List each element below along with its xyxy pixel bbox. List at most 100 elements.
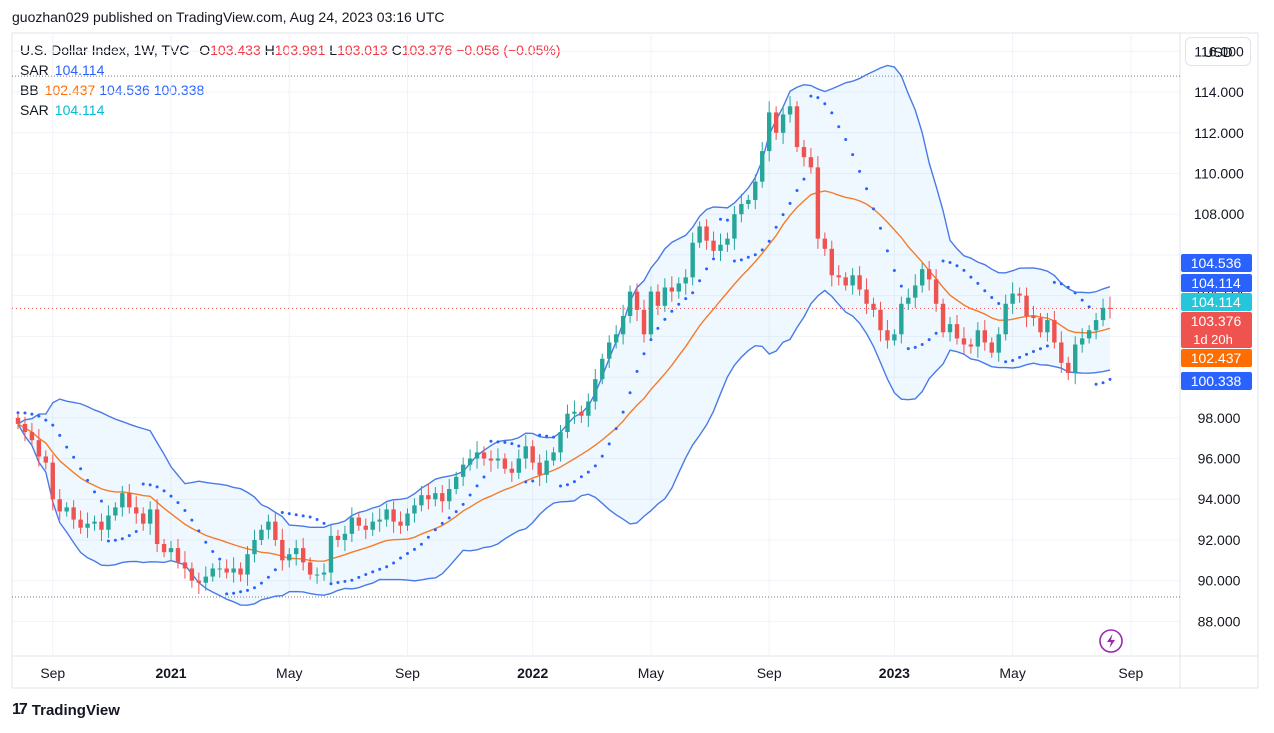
candle-body xyxy=(328,535,334,573)
change-value: −0.056 (−0.05%) xyxy=(456,42,561,58)
candle-body xyxy=(120,493,125,508)
candle-body xyxy=(189,568,195,581)
sar-dot xyxy=(579,475,583,479)
sar-dot xyxy=(621,410,625,414)
sar-dot xyxy=(489,439,493,443)
candle-body xyxy=(384,509,389,520)
candle-body xyxy=(78,519,83,528)
sar-dot xyxy=(1108,377,1112,381)
sar-dot xyxy=(1004,360,1008,364)
sar-dot xyxy=(246,588,250,592)
sar-dot xyxy=(913,345,917,349)
candle-body xyxy=(161,544,167,553)
candle-body xyxy=(1003,303,1008,335)
x-tick-label: May xyxy=(638,665,664,681)
sar-dot xyxy=(649,338,653,342)
sar-dot xyxy=(44,418,48,422)
candle-body xyxy=(168,548,174,553)
sar-dot xyxy=(795,188,799,192)
bb-upper-value: 104.536 xyxy=(99,82,150,98)
candle-body xyxy=(676,283,681,292)
candle-body xyxy=(857,275,862,290)
candle-body xyxy=(822,238,828,249)
candle-body xyxy=(224,568,229,573)
candle-body xyxy=(982,330,988,343)
candle-body xyxy=(634,291,640,310)
candle-body xyxy=(843,277,848,286)
candle-body xyxy=(300,548,306,563)
candle-body xyxy=(154,509,160,545)
candle-body xyxy=(15,417,21,424)
sar-dot xyxy=(204,540,208,544)
price-tag-text: 102.437 xyxy=(1191,350,1242,366)
parabolic-sar-dots xyxy=(16,94,1112,596)
sar-dot xyxy=(412,547,416,551)
bb-lower-line xyxy=(17,289,1111,606)
sar-dot xyxy=(628,391,632,395)
candle-body xyxy=(933,279,939,304)
candle-body xyxy=(697,226,702,243)
candle-body xyxy=(1052,320,1057,343)
tradingview-logo-icon: 17 xyxy=(12,701,28,718)
candle-body xyxy=(864,289,869,304)
candle-body xyxy=(961,338,967,345)
legend-row-bb[interactable]: BB 102.437 104.536 100.338 xyxy=(20,80,560,100)
sar-dot xyxy=(718,217,722,221)
candle-body xyxy=(1031,315,1036,319)
footer-brand[interactable]: 17 TradingView xyxy=(12,701,120,719)
candle-body xyxy=(593,379,598,402)
candle-body xyxy=(377,519,382,522)
candle-body xyxy=(57,499,62,512)
price-tag-bg xyxy=(1181,254,1252,272)
sar-dot xyxy=(294,513,298,517)
sar-dot xyxy=(266,575,270,579)
sar-dot xyxy=(691,291,695,295)
sar-dot xyxy=(802,177,806,181)
sar-dot xyxy=(642,352,646,356)
sar-dot xyxy=(496,440,500,444)
sar-dot xyxy=(218,557,222,561)
sar-dot xyxy=(99,499,103,503)
candle-body xyxy=(412,505,417,514)
sar-dot xyxy=(120,537,124,541)
sar-dot xyxy=(252,586,256,590)
candle-body xyxy=(335,535,341,540)
lightning-icon-circle xyxy=(1099,629,1123,653)
y-tick-label: 98.000 xyxy=(1198,410,1241,426)
legend-row-sar2[interactable]: SAR 104.114 xyxy=(20,100,560,120)
x-tick-label: May xyxy=(999,665,1025,681)
sar-dot xyxy=(308,515,312,519)
currency-button[interactable]: USD xyxy=(1185,37,1251,66)
sar-dot xyxy=(858,169,862,173)
candle-body xyxy=(711,240,716,251)
sar-dot xyxy=(357,575,361,579)
candle-body xyxy=(113,507,118,516)
symbol-label[interactable]: U.S. Dollar Index, 1W, TVC xyxy=(20,42,190,58)
sar-dot xyxy=(635,369,639,373)
sar-dot xyxy=(607,442,611,446)
candle-body xyxy=(22,423,28,433)
y-tick-label: 110.000 xyxy=(1194,165,1244,181)
sar-dot xyxy=(997,302,1001,306)
y-tick-label: 88.000 xyxy=(1198,613,1241,629)
sar-dot xyxy=(788,201,792,205)
lightning-icon[interactable] xyxy=(1099,629,1123,653)
candle-body xyxy=(273,521,278,540)
legend-row-sar1[interactable]: SAR 104.114 xyxy=(20,60,560,80)
candle-body xyxy=(753,181,758,200)
sar-dot xyxy=(301,514,305,518)
sar-dot xyxy=(524,480,528,484)
open-label: O xyxy=(199,42,211,58)
candle-body xyxy=(920,269,925,286)
sar-dot xyxy=(920,342,924,346)
candle-body xyxy=(127,493,132,508)
candle-body xyxy=(1107,307,1113,309)
candle-body xyxy=(641,309,647,335)
candle-body xyxy=(419,495,424,506)
x-tick-label: Sep xyxy=(757,665,782,681)
y-tick-label: 108.000 xyxy=(1194,206,1245,222)
candle-body xyxy=(996,334,1001,353)
candle-body xyxy=(43,456,49,463)
price-tag-bg xyxy=(1181,293,1252,311)
candle-body xyxy=(1086,330,1092,339)
